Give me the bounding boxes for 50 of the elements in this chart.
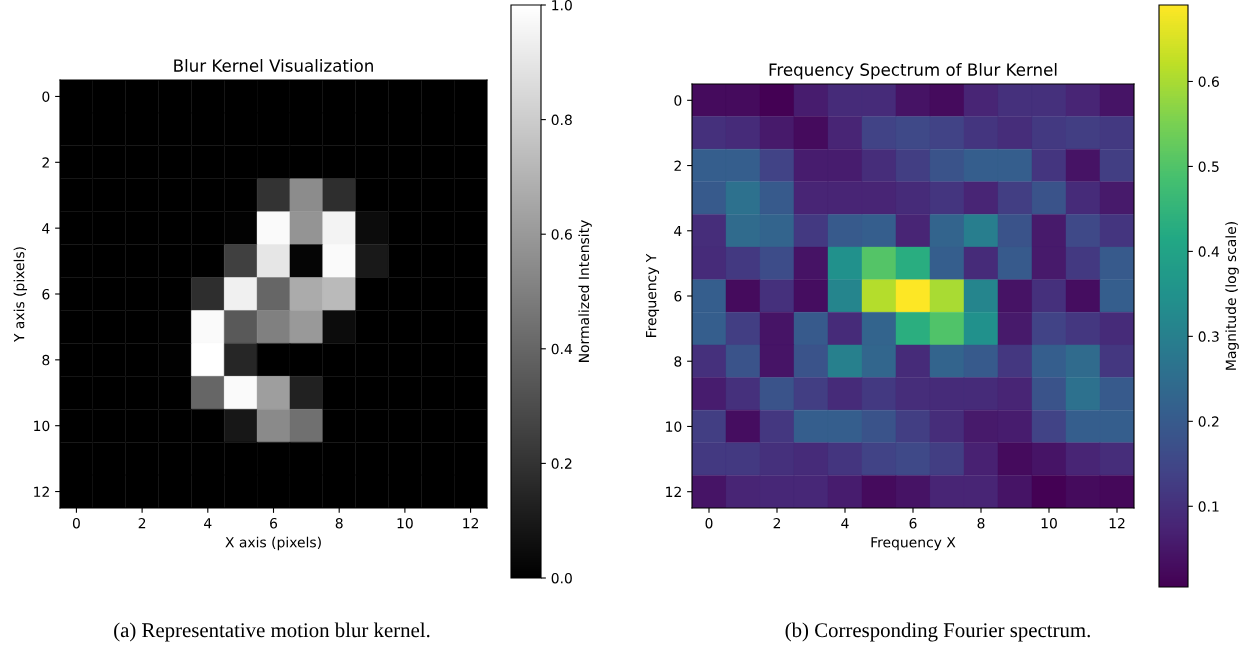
y-tick-label: 6 xyxy=(42,288,50,300)
x-tick-label: 10 xyxy=(1041,517,1057,529)
chart-title: Frequency Spectrum of Blur Kernel xyxy=(769,63,1057,80)
x-tick-label: 2 xyxy=(773,517,781,529)
x-tick-label: 4 xyxy=(204,518,212,529)
x-tick-label: 0 xyxy=(705,517,713,529)
color-bar-label: 0.6 xyxy=(1198,76,1219,87)
x-tick-label: 12 xyxy=(1109,517,1125,529)
x-tick-label: 4 xyxy=(841,518,849,529)
x-tick-label: 6 xyxy=(270,517,278,529)
y-tick-label: 4 xyxy=(674,225,682,237)
x-tick-label: 8 xyxy=(977,517,985,529)
y-tick-label: 10 xyxy=(34,420,50,432)
x-tick-label: 10 xyxy=(397,517,413,529)
color-bar-label: 1.0 xyxy=(552,0,572,11)
color-bar-label: 0.8 xyxy=(551,114,572,126)
color-bar-label: 0.3 xyxy=(1198,331,1219,342)
color-bar-label: 0.5 xyxy=(1198,161,1219,172)
y-tick-label: 2 xyxy=(674,160,681,171)
color-bar-label: 0.4 xyxy=(551,343,573,355)
y-tick-label: 8 xyxy=(674,356,682,367)
y-axis-title: Y axis (pixels) xyxy=(13,247,28,343)
y-tick-label: 12 xyxy=(34,486,49,497)
y-tick-label: 0 xyxy=(674,95,682,106)
y-tick-label: 12 xyxy=(666,486,681,497)
text: (b) Corresponding Fourier spectrum. xyxy=(785,622,1090,642)
color-bar-label: 0.2 xyxy=(1198,416,1219,427)
x-tick-label: 12 xyxy=(463,517,479,529)
text: (a) Representative motion blur kernel. xyxy=(114,622,430,642)
color-bar-title: Magnitude (log scale) xyxy=(1225,222,1239,370)
y-tick-label: 6 xyxy=(674,290,682,302)
color-bar-label: 0.4 xyxy=(1198,246,1220,257)
y-tick-label: 8 xyxy=(42,354,50,366)
color-bar-label: 0.2 xyxy=(551,458,572,469)
x-tick-label: 2 xyxy=(138,517,146,529)
x-tick-label: 8 xyxy=(335,517,343,529)
x-tick-label: 0 xyxy=(72,517,80,529)
y-tick-label: 10 xyxy=(666,421,682,432)
chart-title: Blur Kernel Visualization xyxy=(174,59,373,72)
y-tick-label: 2 xyxy=(42,157,49,168)
color-bar-title: Normalized Intensity xyxy=(578,220,592,362)
color-bar-label: 0.6 xyxy=(551,229,572,240)
color-bar-label: 0.0 xyxy=(551,572,572,584)
y-tick-label: 4 xyxy=(42,223,50,234)
y-tick-label: 0 xyxy=(42,91,50,102)
x-axis-title: Frequency X xyxy=(871,537,956,551)
x-axis-title: X axis (pixels) xyxy=(225,536,321,551)
x-tick-label: 6 xyxy=(909,517,917,529)
y-axis-title: Frequency Y xyxy=(646,253,660,337)
color-bar-label: 0.1 xyxy=(1198,501,1219,512)
